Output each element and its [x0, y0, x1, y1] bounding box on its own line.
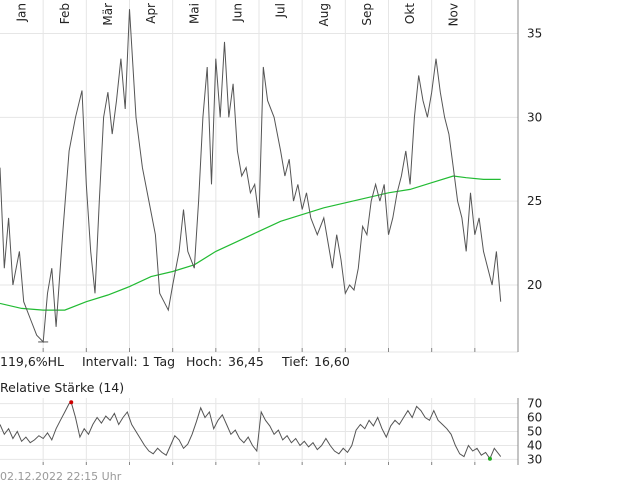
rsi-title: Relative Stärke (14)	[0, 380, 125, 395]
chart-svg: Jan Feb Mär Apr Mai Jun Jul Aug Sep Okt Nov 20 25 30…	[0, 0, 542, 467]
low-value: 16,60	[314, 354, 350, 369]
rsi-line	[0, 401, 502, 460]
month-label: Aug	[317, 3, 331, 26]
month-label: Jan	[15, 3, 29, 23]
moving-average-line	[0, 175, 501, 311]
month-label: Feb	[58, 3, 72, 24]
month-label: Jun	[230, 3, 244, 23]
price-tick-label: 25	[527, 194, 542, 208]
rsi-min-marker	[487, 456, 492, 461]
price-tick-label: 30	[527, 110, 542, 124]
rsi-tick-label: 60	[527, 411, 542, 425]
month-label: Mär	[101, 3, 115, 26]
month-label: Mai	[187, 3, 201, 24]
high-value: 36,45	[228, 354, 264, 369]
high-label: Hoch:	[186, 354, 223, 369]
month-label: Nov	[446, 3, 460, 26]
price-axis-labels: 20 25 30 35	[527, 27, 542, 292]
volatility-value: 119,6%HL	[0, 354, 65, 369]
price-tick-label: 35	[527, 27, 542, 41]
month-label: Jul	[274, 3, 288, 18]
rsi-tick-label: 40	[527, 438, 542, 452]
rsi-max-marker	[69, 400, 74, 405]
month-label: Sep	[360, 3, 374, 26]
stats-bar: 119,6%HL Intervall: 1 Tag Hoch: 36,45 Ti…	[0, 354, 520, 372]
price-grid	[0, 0, 519, 353]
rsi-tick-label: 30	[527, 452, 542, 466]
interval-value: 1 Tag	[142, 354, 176, 369]
low-label: Tief:	[282, 354, 309, 369]
rsi-tick-label: 50	[527, 425, 542, 439]
price-line	[0, 9, 502, 344]
interval-label: Intervall:	[82, 354, 138, 369]
month-labels: Jan Feb Mär Apr Mai Jun Jul Aug Sep Okt Nov	[15, 3, 461, 27]
timestamp: 02.12.2022 22:15 Uhr	[0, 470, 122, 483]
month-label: Apr	[144, 3, 158, 24]
price-tick-label: 20	[527, 278, 542, 292]
month-label: Okt	[403, 3, 417, 24]
rsi-tick-label: 70	[527, 397, 542, 411]
